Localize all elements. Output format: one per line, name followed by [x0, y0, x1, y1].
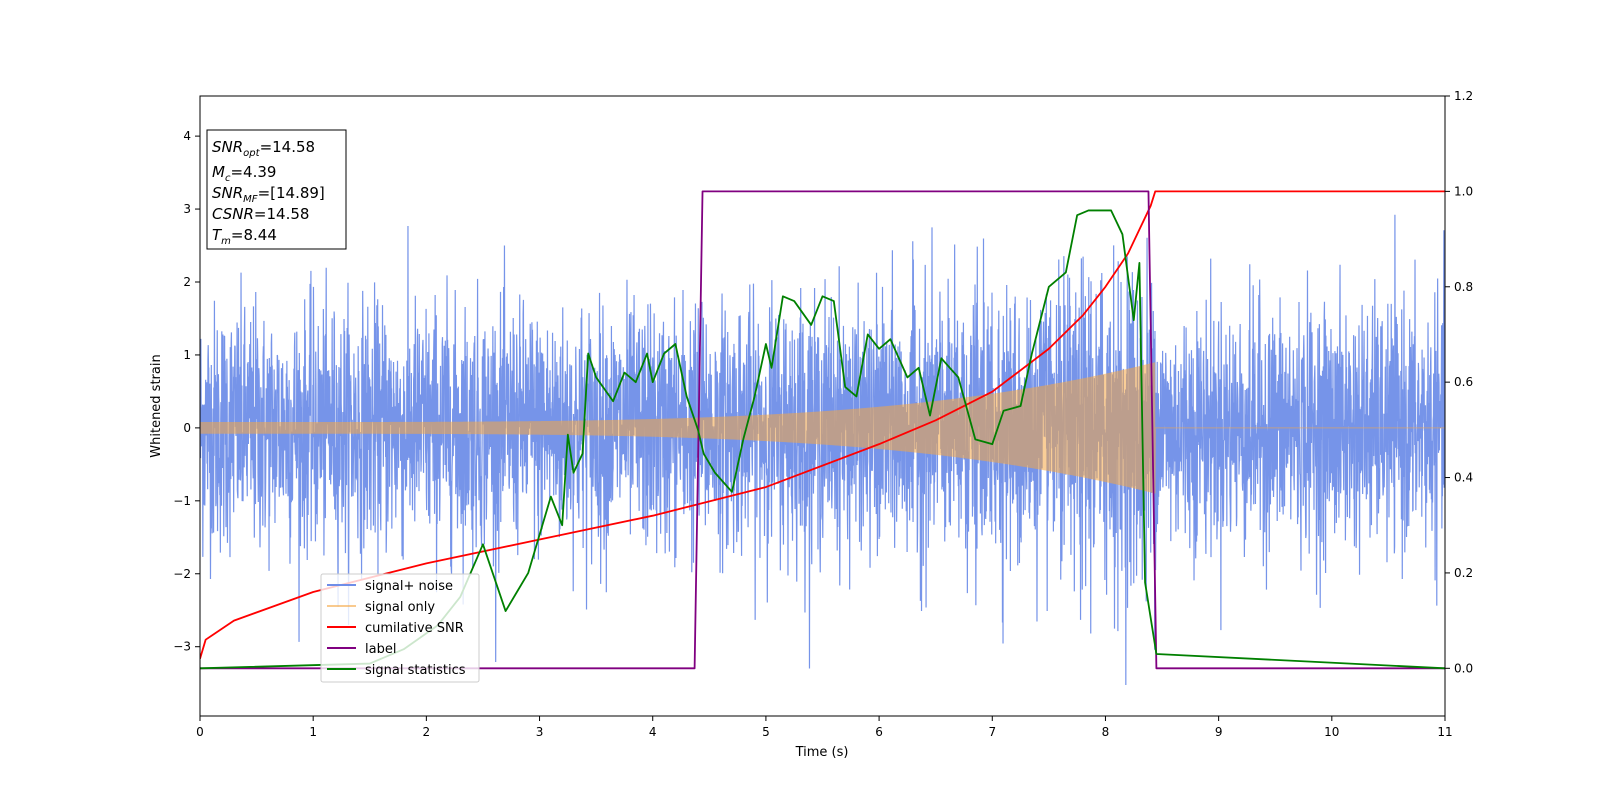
svg-text:cumilative SNR: cumilative SNR: [365, 621, 464, 636]
svg-text:signal only: signal only: [365, 600, 435, 615]
y-right-tick-label: 0.8: [1454, 280, 1473, 294]
svg-text:signal statistics: signal statistics: [365, 663, 466, 678]
y-right-tick-label: 0.4: [1454, 471, 1473, 485]
x-tick-label: 11: [1437, 725, 1452, 739]
x-tick-label: 8: [1102, 725, 1110, 739]
x-tick-label: 7: [988, 725, 996, 739]
info-box: SNRopt=14.58 Mc=4.39 SNRMF=[14.89] CSNR=…: [206, 129, 347, 250]
x-tick-label: 2: [423, 725, 431, 739]
info-snr-mf: SNRMF=[14.89]: [212, 184, 325, 205]
y-left-tick-label: −1: [173, 494, 191, 508]
y-axis-label: Whitened strain: [149, 354, 164, 457]
legend: signal+ noise signal only cumilative SNR…: [320, 573, 480, 683]
series-cumulative-snr: [200, 190, 1445, 660]
y-right-tick-label: 0.2: [1454, 566, 1473, 580]
legend-item-signal-statistics: signal statistics: [327, 663, 466, 678]
y-left-tick-label: 1: [183, 348, 191, 362]
info-mc: Mc=4.39: [212, 163, 276, 184]
x-tick-label: 0: [196, 725, 204, 739]
y-left-tick-label: −3: [173, 640, 191, 654]
svg-text:label: label: [365, 642, 396, 657]
legend-item-signal-only: signal only: [327, 600, 435, 615]
x-tick-label: 4: [649, 725, 657, 739]
legend-item-signal-noise: signal+ noise: [327, 579, 453, 594]
info-csnr: CSNR=14.58: [212, 205, 309, 223]
y-left-tick-label: −2: [173, 567, 191, 581]
x-tick-label: 10: [1324, 725, 1339, 739]
series-label: [200, 190, 1445, 670]
info-snr-opt: SNRopt=14.58: [212, 138, 315, 159]
legend-item-label: label: [327, 642, 396, 657]
series-signal-statistics: [200, 209, 1445, 670]
info-tm: Tm=8.44: [212, 226, 277, 247]
y-right-tick-label: 1.0: [1454, 184, 1473, 198]
x-tick-label: 5: [762, 725, 770, 739]
y-left-tick-label: 3: [183, 202, 191, 216]
svg-text:signal+ noise: signal+ noise: [365, 579, 453, 594]
x-axis-label: Time (s): [795, 745, 849, 760]
x-tick-label: 9: [1215, 725, 1223, 739]
x-tick-label: 1: [309, 725, 317, 739]
y-left-tick-label: 0: [183, 421, 191, 435]
x-tick-label: 6: [875, 725, 883, 739]
y-right-tick-label: 1.2: [1454, 89, 1473, 103]
x-tick-label: 3: [536, 725, 544, 739]
y-right-tick-label: 0.0: [1454, 661, 1473, 675]
y-left-tick-label: 4: [183, 129, 191, 143]
plot-frame: [199, 95, 1446, 717]
series-signal-only: [200, 362, 1445, 494]
legend-item-cumulative-snr: cumilative SNR: [327, 621, 464, 636]
y-right-tick-label: 0.6: [1454, 375, 1473, 389]
y-left-tick-label: 2: [183, 275, 191, 289]
